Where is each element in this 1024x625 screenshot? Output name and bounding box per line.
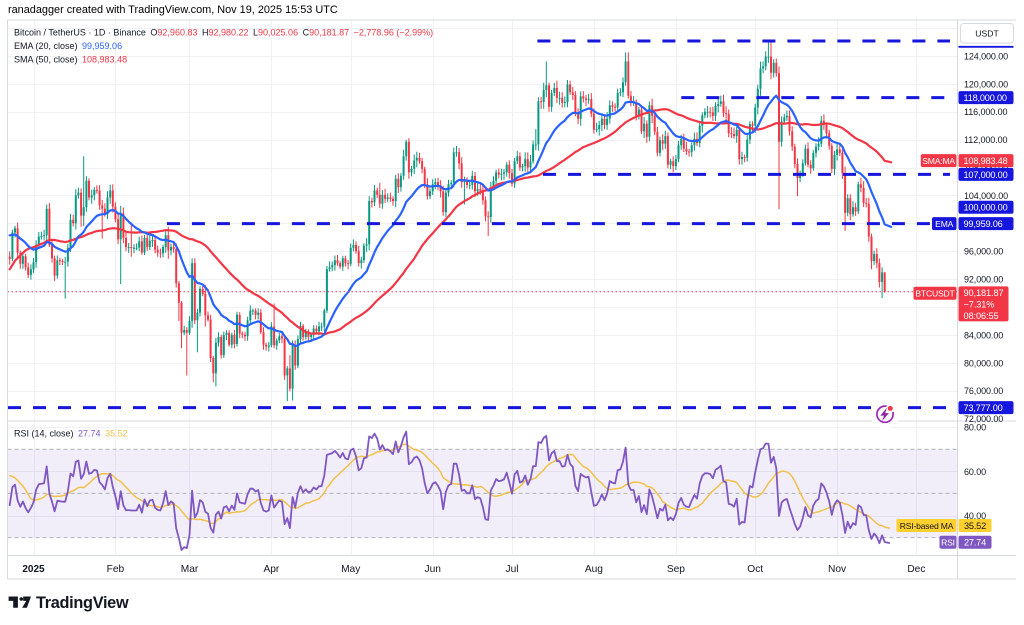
svg-text:104,000.00: 104,000.00 bbox=[964, 191, 1008, 201]
svg-text:35.52: 35.52 bbox=[964, 521, 986, 531]
svg-text:99,959.06: 99,959.06 bbox=[964, 219, 1003, 229]
svg-text:100,000.00: 100,000.00 bbox=[964, 203, 1008, 213]
svg-text:Jun: Jun bbox=[424, 564, 440, 575]
svg-text:EMA (20, close) 99,959.06: EMA (20, close) 99,959.06 bbox=[14, 41, 122, 51]
svg-text:108,983.48: 108,983.48 bbox=[964, 156, 1008, 166]
svg-text:90,181.87: 90,181.87 bbox=[964, 288, 1004, 298]
svg-text:120,000.00: 120,000.00 bbox=[964, 79, 1008, 89]
svg-text:BTCUSDT: BTCUSDT bbox=[915, 289, 955, 299]
svg-text:Feb: Feb bbox=[107, 564, 125, 575]
svg-text:RSI: RSI bbox=[941, 538, 955, 548]
svg-text:Dec: Dec bbox=[907, 564, 925, 575]
svg-text:May: May bbox=[341, 564, 361, 575]
svg-text:84,000.00: 84,000.00 bbox=[964, 330, 1003, 340]
svg-text:SMA:MA: SMA:MA bbox=[922, 156, 955, 166]
svg-text:USDT: USDT bbox=[975, 29, 999, 39]
svg-text:Jul: Jul bbox=[505, 564, 518, 575]
svg-text:RSI (14, close) 27.74 35.52: RSI (14, close) 27.74 35.52 bbox=[14, 428, 128, 438]
svg-text:112,000.00: 112,000.00 bbox=[964, 135, 1007, 145]
svg-text:Oct: Oct bbox=[747, 564, 763, 575]
svg-text:Mar: Mar bbox=[181, 564, 199, 575]
svg-text:80,000.00: 80,000.00 bbox=[964, 358, 1003, 368]
svg-text:Nov: Nov bbox=[828, 564, 847, 575]
svg-text:2025: 2025 bbox=[22, 564, 45, 575]
svg-text:73,777.00: 73,777.00 bbox=[964, 403, 1003, 413]
svg-text:SMA (50, close) 108,983.48: SMA (50, close) 108,983.48 bbox=[14, 55, 127, 65]
svg-text:118,000.00: 118,000.00 bbox=[964, 93, 1007, 103]
svg-text:124,000.00: 124,000.00 bbox=[964, 51, 1008, 61]
svg-text:60.00: 60.00 bbox=[964, 467, 986, 477]
svg-text:−7.31%: −7.31% bbox=[964, 300, 995, 310]
svg-text:72,000.00: 72,000.00 bbox=[964, 414, 1003, 424]
svg-text:92,000.00: 92,000.00 bbox=[964, 275, 1003, 285]
svg-text:27.74: 27.74 bbox=[964, 538, 986, 548]
svg-text:EMA: EMA bbox=[935, 219, 953, 229]
svg-text:ranadagger created with Tradin: ranadagger created with TradingView.com,… bbox=[8, 4, 338, 16]
svg-text:80.00: 80.00 bbox=[964, 423, 986, 433]
svg-text:Aug: Aug bbox=[585, 564, 603, 575]
svg-text:96,000.00: 96,000.00 bbox=[964, 247, 1003, 257]
svg-text:Sep: Sep bbox=[667, 564, 685, 575]
svg-text:Bitcoin / TetherUS · 1D · Bina: Bitcoin / TetherUS · 1D · Binance O92,96… bbox=[14, 28, 433, 38]
svg-text:107,000.00: 107,000.00 bbox=[964, 170, 1008, 180]
svg-text:TradingView: TradingView bbox=[36, 594, 129, 612]
svg-text:40.00: 40.00 bbox=[964, 511, 986, 521]
svg-text:08:06:55: 08:06:55 bbox=[964, 311, 999, 321]
svg-text:116,000.00: 116,000.00 bbox=[964, 107, 1007, 117]
svg-text:Apr: Apr bbox=[263, 564, 279, 575]
svg-text:76,000.00: 76,000.00 bbox=[964, 386, 1003, 396]
svg-text:RSI-based MA: RSI-based MA bbox=[900, 521, 954, 531]
